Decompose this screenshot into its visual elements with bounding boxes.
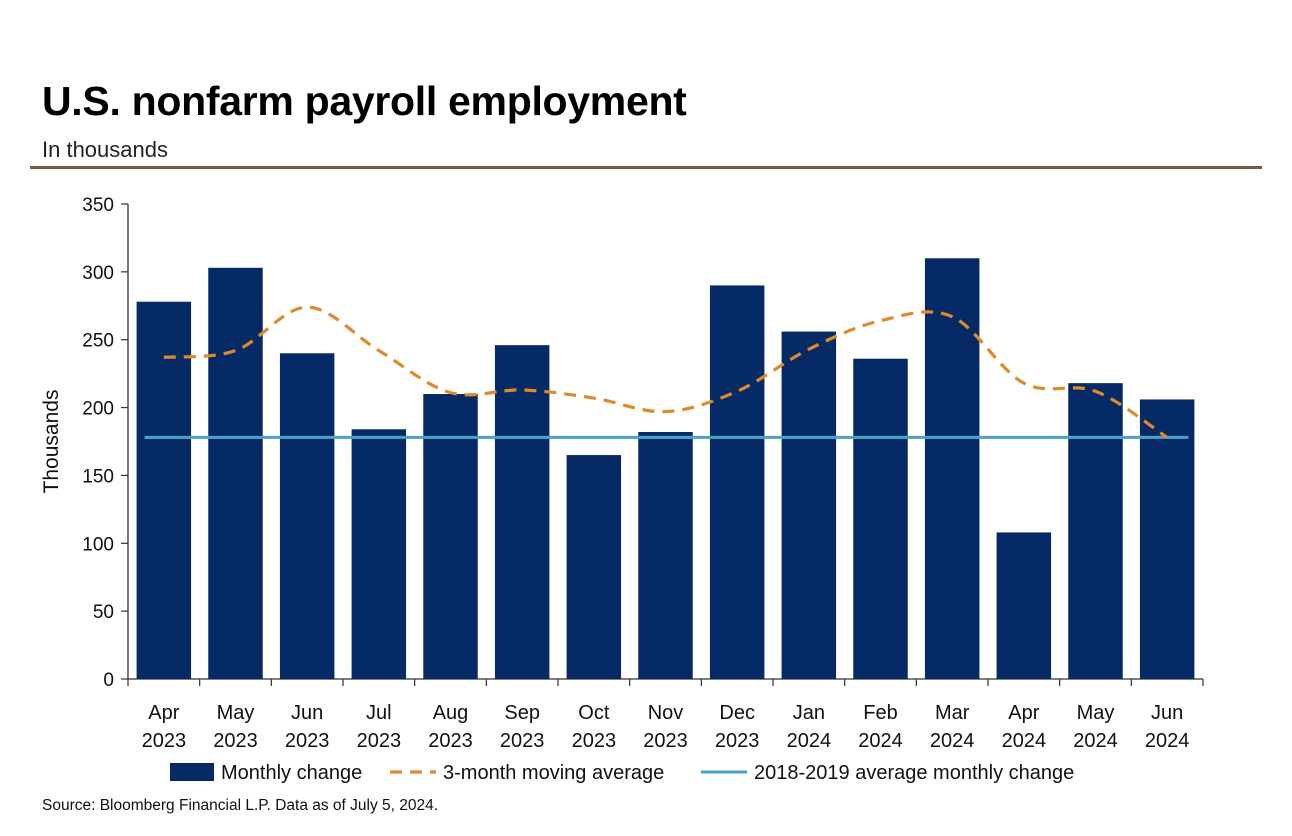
y-tick-label: 100 xyxy=(82,534,114,555)
legend-label-moving-average: 3-month moving average xyxy=(443,762,664,784)
bar xyxy=(136,301,192,679)
bar xyxy=(351,429,407,679)
bar xyxy=(494,345,550,679)
source-note: Source: Bloomberg Financial L.P. Data as… xyxy=(42,797,439,814)
legend-label-bar: Monthly change xyxy=(221,762,362,784)
x-tick-label-month: May xyxy=(1077,702,1115,724)
x-tick-label-month: Dec xyxy=(719,702,755,724)
y-tick-label: 0 xyxy=(103,670,114,691)
x-tick-label-month: Aug xyxy=(433,702,469,724)
y-tick-label: 350 xyxy=(82,195,114,216)
bar xyxy=(709,285,765,679)
x-tick-label-year: 2024 xyxy=(930,730,975,752)
legend-swatch-bar xyxy=(170,763,214,781)
x-tick-label-year: 2023 xyxy=(357,730,402,752)
x-tick-label-month: Apr xyxy=(1008,702,1039,724)
moving-average-line xyxy=(163,305,1169,439)
x-tick-label-month: Jul xyxy=(366,702,392,724)
bar xyxy=(781,331,837,679)
bar xyxy=(1139,399,1195,679)
y-tick-label: 300 xyxy=(82,263,114,284)
x-tick-label-year: 2024 xyxy=(1145,730,1190,752)
chart-subtitle: In thousands xyxy=(42,137,168,162)
x-tick-label-year: 2023 xyxy=(428,730,473,752)
x-tick-label-month: Feb xyxy=(863,702,897,724)
x-tick-label-month: Jan xyxy=(793,702,825,724)
line-series xyxy=(144,305,1189,439)
bar xyxy=(279,353,335,679)
x-tick-label-month: Jun xyxy=(1151,702,1183,724)
x-tick-label-year: 2024 xyxy=(1073,730,1118,752)
x-tick-label-month: Oct xyxy=(578,702,610,724)
x-tick-label-month: Mar xyxy=(935,702,970,724)
x-tick-label-year: 2023 xyxy=(643,730,688,752)
chart-title: U.S. nonfarm payroll employment xyxy=(42,78,687,124)
x-tick-label-year: 2023 xyxy=(285,730,330,752)
y-axis-title: Thousands xyxy=(40,390,63,494)
y-tick-label: 200 xyxy=(82,399,114,420)
bar-series xyxy=(136,258,1195,679)
x-tick-label-year: 2023 xyxy=(572,730,617,752)
x-tick-label-year: 2024 xyxy=(858,730,903,752)
bar xyxy=(566,455,622,679)
x-tick-label-year: 2024 xyxy=(787,730,832,752)
x-tick-label-month: Nov xyxy=(648,702,684,724)
chart-axes: 0 50 100 150 200 250 300 350 Thousands Apr 2023 May… xyxy=(40,195,1204,752)
legend-label-benchmark: 2018-2019 average monthly change xyxy=(754,762,1074,784)
y-tick-label: 150 xyxy=(82,466,114,487)
bar xyxy=(638,432,693,679)
x-tick-label-year: 2023 xyxy=(500,730,545,752)
y-tick-label: 250 xyxy=(82,331,114,352)
x-tick-label-month: Apr xyxy=(148,702,179,724)
y-tick-label: 50 xyxy=(93,602,114,623)
x-tick-label-year: 2023 xyxy=(142,730,187,752)
x-tick-label-year: 2024 xyxy=(1002,730,1047,752)
x-tick-label-year: 2023 xyxy=(715,730,760,752)
bar xyxy=(423,394,478,679)
bar xyxy=(924,258,980,679)
chart-legend: Monthly change 3-month moving average 2018… xyxy=(170,762,1074,784)
x-tick-label-month: May xyxy=(217,702,255,724)
x-tick-label-month: Jun xyxy=(291,702,323,724)
bar xyxy=(996,532,1052,679)
x-tick-label-month: Sep xyxy=(504,702,540,724)
x-tick-label-year: 2023 xyxy=(213,730,258,752)
bar xyxy=(853,358,908,679)
bar xyxy=(208,267,263,679)
title-divider xyxy=(30,166,1262,169)
bar xyxy=(1068,383,1123,679)
